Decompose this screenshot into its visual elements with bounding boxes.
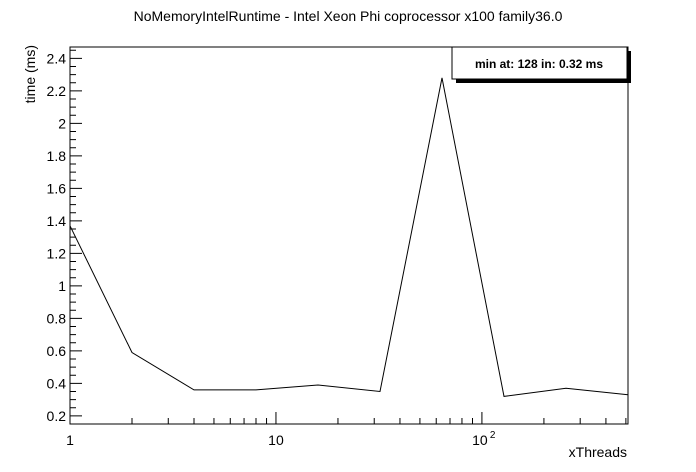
y-tick-label: 2.4 [47,50,67,66]
x-tick-label: 10 [472,432,488,448]
annotation-frame [451,46,628,80]
y-tick-label: 1.6 [47,180,67,196]
y-tick-label: 0.4 [47,375,67,391]
x-tick-label: 10 [268,432,284,448]
plot-frame [69,46,629,425]
x-tick-label: 1 [66,432,74,448]
x-axis-label: xThreads [569,444,627,460]
y-axis-label: time (ms) [22,45,38,103]
y-tick-label: 0.2 [47,408,67,424]
y-tick-label: 1.4 [47,213,67,229]
annotation-text: min at: 128 in: 0.32 ms [475,57,603,71]
y-tick-label: 0.8 [47,310,67,326]
min-annotation-box: min at: 128 in: 0.32 ms [451,46,631,83]
y-tick-label: 2.2 [47,83,67,99]
chart-title: NoMemoryIntelRuntime - Intel Xeon Phi co… [134,8,563,24]
y-tick-label: 0.6 [47,343,67,359]
series-line [69,77,629,397]
y-tick-label: 2 [58,115,66,131]
x-tick-exponent: 2 [490,430,496,441]
y-tick-label: 1 [58,278,66,294]
y-tick-label: 1.8 [47,148,67,164]
y-tick-label: 1.2 [47,245,67,261]
